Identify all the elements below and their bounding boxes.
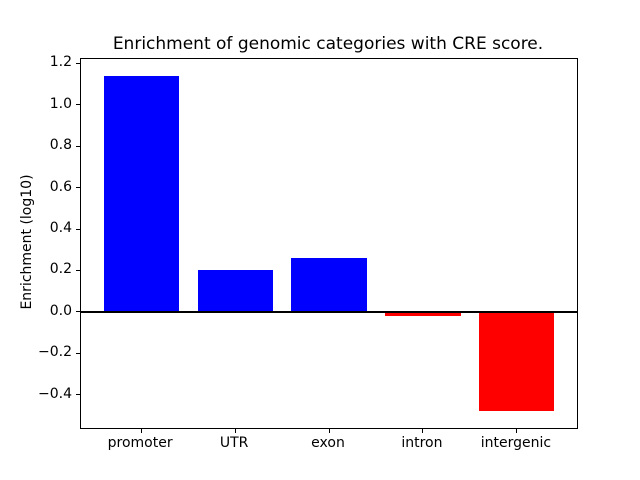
plot-area [76, 58, 578, 433]
y-tick-mark [76, 394, 80, 396]
x-tick-mark [328, 429, 330, 433]
x-tick-mark [516, 429, 518, 433]
zero-line [81, 310, 577, 313]
y-tick-mark [76, 187, 80, 189]
bar-intergenic [479, 311, 555, 412]
y-tick-mark [76, 104, 80, 106]
bar-exon [291, 258, 367, 312]
x-tick-label-intergenic: intergenic [480, 435, 552, 451]
x-tick-label-exon: exon [311, 435, 345, 451]
y-tick-mark [76, 311, 80, 313]
y-tick-mark [76, 145, 80, 147]
bar-promoter [103, 75, 179, 312]
y-tick-mark [76, 62, 80, 64]
bar-intron [385, 311, 461, 316]
y-tick-label: −0.4 [38, 385, 72, 402]
y-tick-label: 0.4 [49, 220, 72, 236]
y-tick-mark [76, 228, 80, 230]
y-tick-mark [76, 269, 80, 271]
x-tick-mark [422, 429, 424, 433]
y-tick-label: 0.6 [49, 178, 72, 195]
x-tick-mark [234, 429, 236, 433]
y-tick-label: 0.2 [49, 261, 72, 278]
y-tick-mark [76, 352, 80, 354]
chart-title: Enrichment of genomic categories with CR… [112, 34, 544, 54]
x-tick-label-promoter: promoter [107, 435, 173, 451]
x-tick-mark [140, 429, 142, 433]
y-tick-label: 1.2 [49, 54, 72, 71]
x-tick-label-UTR: UTR [219, 435, 249, 451]
bar-UTR [197, 270, 273, 312]
y-tick-label: 0.0 [49, 302, 72, 319]
y-tick-label: −0.2 [38, 344, 72, 361]
y-tick-label: 0.8 [49, 137, 72, 154]
y-tick-label: 1.0 [49, 95, 72, 112]
x-tick-label-intron: intron [401, 435, 443, 451]
